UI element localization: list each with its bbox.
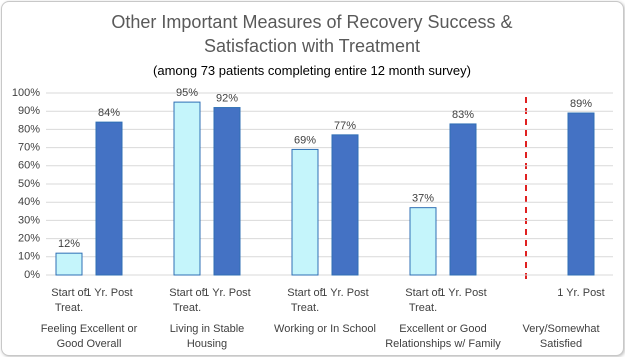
- value-label: 12%: [58, 238, 80, 250]
- bar-category-label: 1 Yr. Post: [203, 287, 251, 299]
- bar: [449, 123, 477, 276]
- bar: [567, 112, 595, 276]
- value-label: 69%: [294, 134, 316, 146]
- chart-subtitle: (among 73 patients completing entire 12 …: [153, 63, 471, 78]
- value-label: 84%: [98, 107, 120, 119]
- y-tick-label: 90%: [18, 105, 40, 117]
- bar: [173, 101, 201, 276]
- group-label: Excellent or Good Relationships w/ Famil…: [385, 323, 501, 350]
- chart-title: Other Important Measures of Recovery Suc…: [111, 12, 513, 56]
- value-label: 89%: [570, 98, 592, 110]
- bar-category-label: 1 Yr. Post: [439, 287, 487, 299]
- bar: [331, 134, 359, 276]
- group-label: Very/Somewhat Satisfied: [522, 323, 600, 350]
- value-label: 95%: [176, 87, 198, 99]
- y-tick-label: 30%: [18, 214, 40, 226]
- bar: [55, 252, 83, 276]
- y-tick-label: 70%: [18, 142, 40, 154]
- bar: [213, 107, 241, 276]
- bar-category-label: Start of Treat.: [405, 287, 441, 314]
- bar: [95, 121, 123, 276]
- y-tick-label: 50%: [18, 178, 40, 190]
- bar-category-label: Start of Treat.: [51, 287, 87, 314]
- value-label: 83%: [452, 109, 474, 121]
- value-label: 37%: [412, 193, 434, 205]
- value-label: 92%: [216, 92, 238, 104]
- y-tick-label: 20%: [18, 233, 40, 245]
- y-tick-label: 0%: [24, 269, 40, 281]
- bar-category-label: 1 Yr. Post: [557, 287, 605, 299]
- y-tick-label: 80%: [18, 123, 40, 135]
- bar: [409, 207, 437, 276]
- y-tick-label: 60%: [18, 160, 40, 172]
- group-label: Feeling Excellent or Good Overall: [40, 323, 138, 350]
- group-label: Living in Stable Housing: [169, 323, 245, 350]
- bar-category-label: Start of Treat.: [287, 287, 323, 314]
- bar-category-label: Start of Treat.: [169, 287, 205, 314]
- bar-category-label: 1 Yr. Post: [321, 287, 369, 299]
- bar: [291, 148, 319, 276]
- value-label: 77%: [334, 120, 356, 132]
- y-tick-label: 10%: [18, 251, 40, 263]
- y-tick-label: 100%: [12, 87, 40, 99]
- y-tick-label: 40%: [18, 196, 40, 208]
- bar-category-label: 1 Yr. Post: [85, 287, 133, 299]
- group-label: Working or In School: [274, 323, 376, 335]
